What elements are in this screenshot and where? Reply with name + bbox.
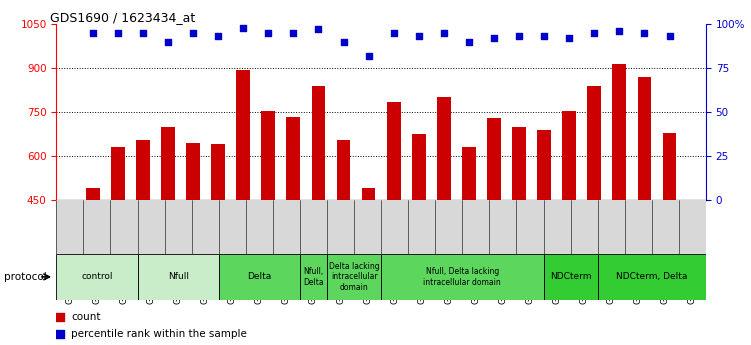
Bar (362, 188, 376, 200)
Point (162, 39, 174, 45)
Point (614, 28, 626, 34)
Text: protocol: protocol (4, 272, 47, 282)
Point (513, 34, 525, 39)
Point (54, 314, 66, 319)
Point (212, 34, 224, 39)
Point (312, 27, 324, 32)
Text: Delta lacking
intracellular
domain: Delta lacking intracellular domain (329, 262, 379, 292)
Bar (662, 132, 677, 200)
Point (237, 25, 249, 30)
Point (363, 53, 375, 59)
Bar (219, 254, 300, 300)
Bar (56, 254, 137, 300)
Text: Nfull: Nfull (167, 272, 189, 282)
Text: Nfull,
Delta: Nfull, Delta (303, 267, 324, 287)
Text: Nfull, Delta lacking
intracellular domain: Nfull, Delta lacking intracellular domai… (424, 267, 501, 287)
Bar (487, 118, 501, 200)
Point (463, 39, 475, 45)
Point (563, 36, 575, 41)
Bar (300, 254, 327, 300)
Bar (544, 254, 598, 300)
Bar (598, 254, 706, 300)
Point (54, 331, 66, 337)
Point (187, 30, 199, 36)
Point (388, 30, 400, 36)
Text: Delta: Delta (247, 272, 271, 282)
Bar (336, 140, 351, 200)
Bar (186, 143, 200, 200)
Bar (512, 127, 526, 200)
Text: NDCterm, Delta: NDCterm, Delta (616, 272, 687, 282)
Bar (261, 111, 275, 200)
Text: control: control (81, 272, 113, 282)
Bar (137, 254, 219, 300)
Point (413, 34, 425, 39)
Point (87, 30, 99, 36)
Bar (86, 188, 100, 200)
Point (337, 39, 349, 45)
Point (663, 34, 675, 39)
Bar (211, 144, 225, 200)
Bar (437, 97, 451, 200)
Bar (312, 86, 325, 200)
Bar (562, 111, 576, 200)
Point (112, 30, 124, 36)
Bar (587, 86, 602, 200)
Bar (111, 147, 125, 200)
Bar (638, 77, 651, 200)
Bar (136, 140, 149, 200)
Bar (286, 117, 300, 200)
Point (538, 34, 550, 39)
Bar (412, 134, 426, 200)
Bar (161, 127, 175, 200)
Point (588, 30, 600, 36)
Bar (327, 254, 381, 300)
Bar (381, 254, 544, 300)
Text: percentile rank within the sample: percentile rank within the sample (71, 329, 247, 339)
Point (288, 30, 300, 36)
Bar (237, 70, 250, 200)
Point (638, 30, 650, 36)
Bar (613, 64, 626, 200)
Bar (462, 147, 476, 200)
Text: GDS1690 / 1623434_at: GDS1690 / 1623434_at (50, 11, 195, 24)
Point (488, 36, 500, 41)
Text: count: count (71, 312, 101, 322)
Point (262, 30, 274, 36)
Bar (537, 130, 551, 200)
Bar (387, 102, 400, 200)
Point (137, 30, 149, 36)
Point (438, 30, 450, 36)
Text: NDCterm: NDCterm (550, 272, 591, 282)
